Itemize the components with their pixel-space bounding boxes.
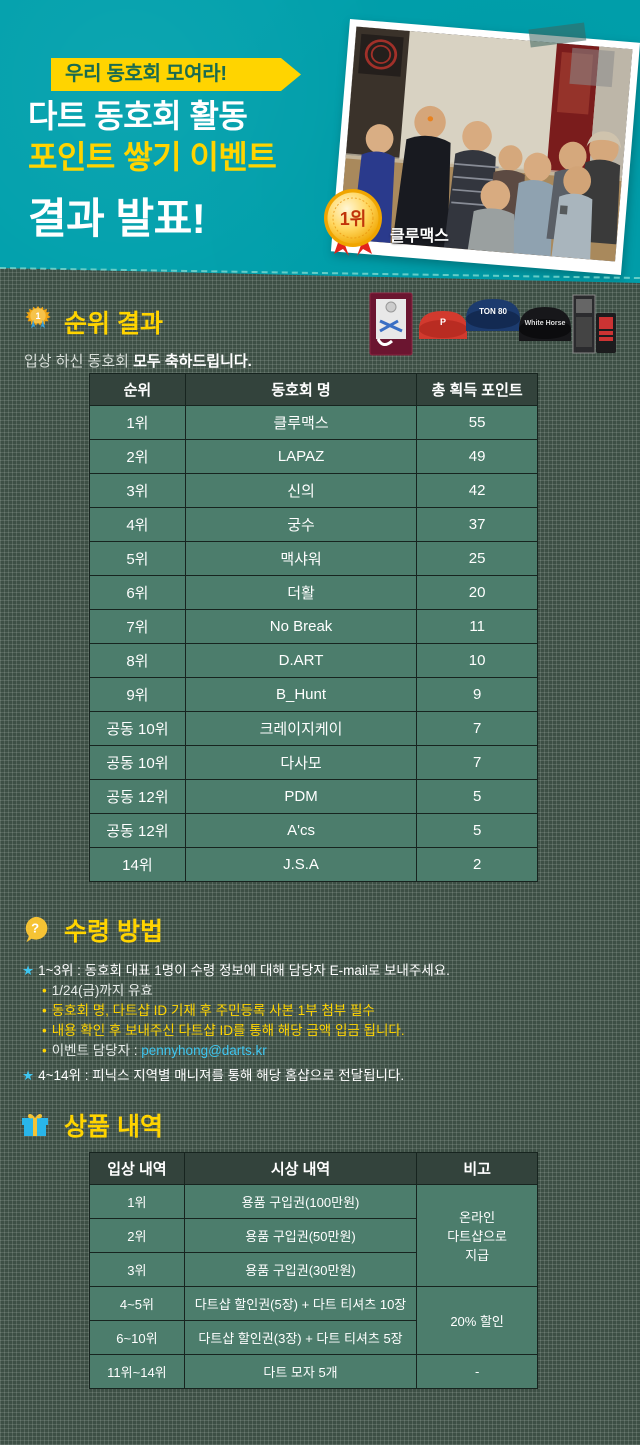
svg-text:P: P: [440, 317, 446, 327]
svg-text:?: ?: [31, 921, 39, 936]
svg-text:White Horse: White Horse: [525, 320, 566, 327]
svg-text:1위: 1위: [340, 209, 367, 229]
svg-text:TON 80: TON 80: [479, 307, 507, 316]
svg-text:1: 1: [35, 311, 40, 321]
